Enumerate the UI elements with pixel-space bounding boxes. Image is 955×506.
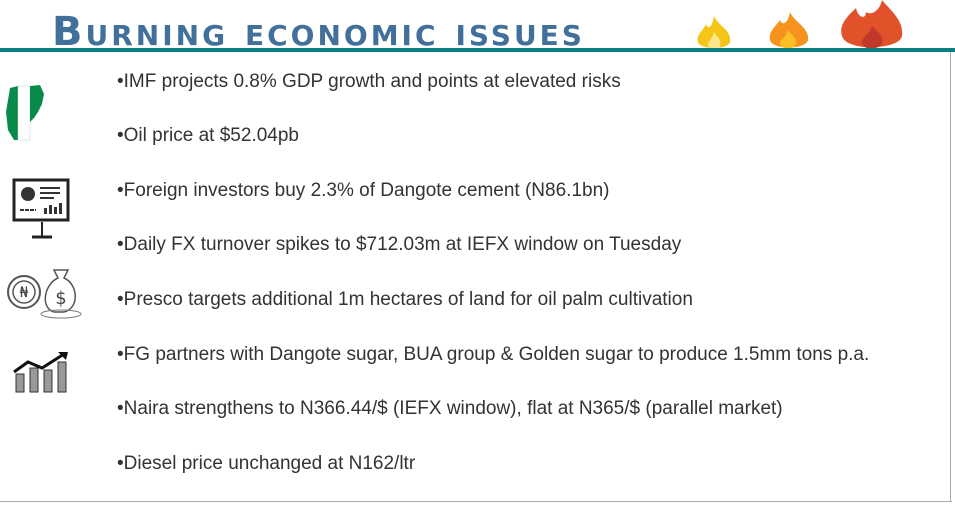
svg-text:₦: ₦ xyxy=(20,285,29,301)
news-item: •IMF projects 0.8% GDP growth and points… xyxy=(117,71,621,92)
news-item: •Diesel price unchanged at N162/ltr xyxy=(117,453,416,474)
news-item: •Foreign investors buy 2.3% of Dangote c… xyxy=(117,180,610,201)
svg-text:$: $ xyxy=(55,288,66,309)
border-bottom xyxy=(0,501,952,502)
naira-coin-money-bag-icon: ₦ $ xyxy=(7,269,82,319)
news-item: •Oil price at $52.04pb xyxy=(117,125,299,146)
flame-yellow-icon xyxy=(697,16,731,49)
title-underline xyxy=(0,48,955,52)
presentation-chart-icon xyxy=(12,178,70,239)
flame-orange-icon xyxy=(769,12,809,49)
slide-title: Burning economic issues xyxy=(52,9,585,55)
flame-red-icon xyxy=(841,0,903,49)
nigeria-map-icon xyxy=(6,85,44,141)
news-item: •Presco targets additional 1m hectares o… xyxy=(117,289,693,310)
news-item: •Daily FX turnover spikes to $712.03m at… xyxy=(117,234,682,255)
news-item: •FG partners with Dangote sugar, BUA gro… xyxy=(117,344,870,365)
growth-bar-chart-icon xyxy=(13,352,68,393)
border-right xyxy=(950,52,951,502)
news-item: •Naira strengthens to N366.44/$ (IEFX wi… xyxy=(117,398,783,419)
